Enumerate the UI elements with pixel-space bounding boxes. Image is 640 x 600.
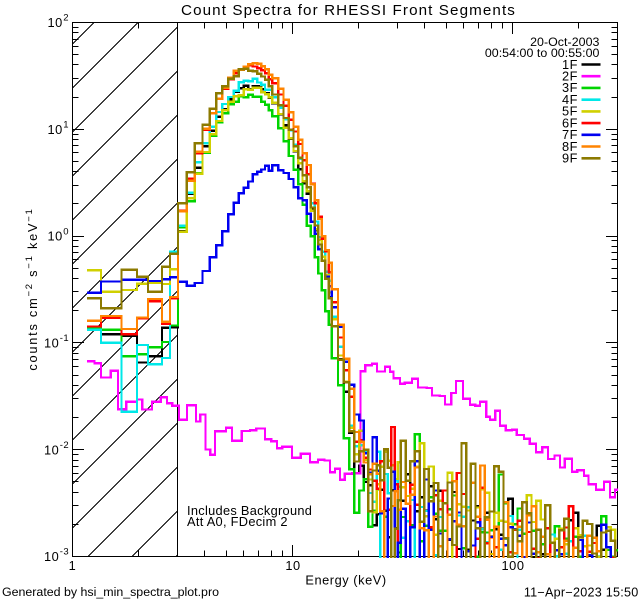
svg-text:10: 10 [47, 15, 62, 30]
svg-text:4F: 4F [562, 92, 578, 107]
svg-text:Energy (keV): Energy (keV) [305, 573, 386, 588]
svg-text:3F: 3F [562, 80, 578, 95]
svg-text:2: 2 [63, 13, 69, 24]
svg-text:10: 10 [44, 442, 59, 457]
svg-text:6F: 6F [562, 115, 578, 130]
svg-text:10: 10 [44, 549, 59, 564]
svg-text:‐1: ‐1 [60, 333, 70, 344]
svg-text:‐2: ‐2 [60, 440, 70, 451]
svg-text:Count Spectra for RHESSI Front: Count Spectra for RHESSI Front Segments [181, 2, 516, 19]
svg-text:5F: 5F [562, 104, 578, 119]
svg-text:11−Apr−2023 15:50: 11−Apr−2023 15:50 [524, 586, 639, 600]
svg-text:9F: 9F [562, 151, 578, 166]
svg-text:10: 10 [44, 336, 59, 351]
svg-text:2F: 2F [562, 69, 578, 84]
svg-text:Att A0, FDecim 2: Att A0, FDecim 2 [187, 514, 288, 529]
svg-text:Generated by hsi_min_spectra_p: Generated by hsi_min_spectra_plot.pro [2, 585, 219, 599]
svg-text:10: 10 [285, 558, 300, 573]
svg-text:1F: 1F [562, 57, 578, 72]
svg-text:00:54:00 to 00:55:00: 00:54:00 to 00:55:00 [485, 46, 600, 60]
svg-text:1: 1 [63, 120, 69, 131]
svg-text:7F: 7F [562, 127, 578, 142]
svg-text:100: 100 [501, 558, 524, 573]
svg-text:0: 0 [63, 226, 69, 237]
svg-text:‐3: ‐3 [60, 547, 70, 558]
svg-text:1: 1 [69, 558, 77, 573]
svg-text:10: 10 [47, 229, 62, 244]
svg-text:8F: 8F [562, 139, 578, 154]
svg-text:20-Oct-2003: 20-Oct-2003 [530, 35, 599, 49]
svg-text:Includes Background: Includes Background [187, 503, 312, 518]
svg-text:counts cm−2 s−1 keV−1: counts cm−2 s−1 keV−1 [24, 207, 40, 370]
svg-text:10: 10 [47, 122, 62, 137]
